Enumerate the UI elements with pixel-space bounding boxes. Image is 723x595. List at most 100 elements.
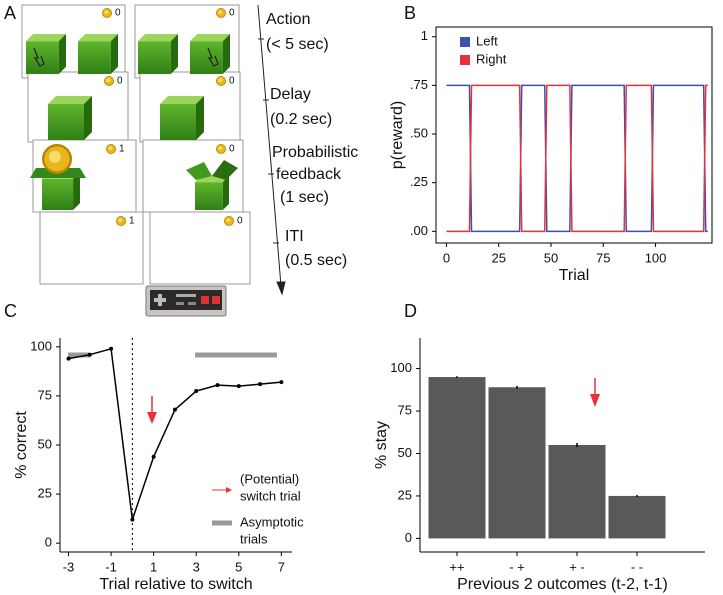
score: 0: [229, 8, 235, 19]
y-tick-label: .25: [410, 174, 428, 189]
step-label: (1 sec): [280, 189, 329, 206]
y-tick-label: 75: [398, 402, 412, 417]
x-axis-label: Trial relative to switch: [99, 576, 252, 593]
gamepad: [145, 285, 227, 317]
x-tick-label: + -: [569, 559, 585, 574]
timeline: [257, 4, 286, 296]
coin: [216, 8, 226, 18]
data-point: [66, 356, 71, 361]
score: 1: [119, 144, 125, 155]
x-tick-label: - +: [509, 559, 525, 574]
x-tick-label: - -: [631, 559, 643, 574]
x-tick-label: 75: [596, 250, 610, 265]
y-axis-label: p(reward): [389, 101, 406, 169]
legend-label: switch trial: [240, 488, 301, 503]
score: 0: [117, 76, 123, 87]
y-tick-label: 25: [38, 486, 52, 501]
y-tick-label: .75: [410, 77, 428, 92]
panel-letter: D: [404, 301, 417, 321]
y-tick-label: .00: [410, 223, 428, 238]
step-label: (0.2 sec): [270, 111, 332, 128]
cube: [78, 34, 118, 74]
open-box: [195, 176, 229, 210]
coin: [216, 76, 226, 86]
step-label: (0.5 sec): [285, 252, 347, 269]
legend-label: trials: [240, 531, 268, 546]
data-point: [172, 407, 177, 412]
y-tick-label: 1: [421, 28, 428, 43]
screen: [39, 211, 144, 285]
panel-letter: B: [404, 3, 416, 23]
y-axis-label: % correct: [13, 411, 30, 479]
screen: [149, 211, 251, 285]
x-tick-label: 1: [150, 559, 157, 574]
arrow-head: [276, 281, 286, 296]
data-point: [258, 382, 263, 387]
bar: [548, 445, 606, 539]
x-tick-label: 3: [193, 559, 200, 574]
coin: [102, 8, 112, 18]
step-label: ITI: [285, 228, 304, 245]
legend-swatch: [460, 55, 470, 65]
step-label: Probabilistic: [272, 144, 358, 161]
data-point: [151, 454, 156, 459]
coin: [216, 144, 226, 154]
hand-icon: [33, 47, 45, 67]
step-label: feedback: [276, 166, 342, 183]
x-tick-label: 25: [491, 250, 505, 265]
panel-letter: A: [4, 3, 16, 23]
step-label: (< 5 sec): [266, 36, 329, 53]
x-tick-label: -1: [105, 559, 117, 574]
legend-label: (Potential): [240, 471, 299, 486]
data-point: [279, 380, 284, 385]
y-tick-label: 100: [390, 360, 412, 375]
y-tick-label: 0: [45, 535, 52, 550]
step-label: Action: [266, 11, 310, 28]
y-axis-label: % stay: [373, 421, 390, 469]
box-flap: [212, 160, 238, 180]
bar: [488, 387, 546, 539]
y-tick-label: 0: [405, 530, 412, 545]
plot-frame: [435, 26, 713, 244]
step-label: Delay: [270, 86, 311, 103]
legend-label: Right: [476, 51, 507, 66]
data-point: [194, 389, 199, 394]
switch-arrow-head: [590, 394, 600, 407]
x-tick-label: 100: [645, 250, 667, 265]
data-point: [87, 352, 92, 357]
coin: [224, 216, 234, 226]
scores: 0 0 0 0 1 0 1 0: [115, 8, 243, 227]
x-tick-label: 7: [278, 559, 285, 574]
x-tick-label: 5: [235, 559, 242, 574]
legend-arrow-head: [226, 487, 232, 493]
x-tick-label: 0: [443, 250, 450, 265]
data-point: [109, 346, 114, 351]
x-axis-label: Previous 2 outcomes (t-2, t-1): [457, 576, 668, 593]
y-tick-label: 50: [38, 436, 52, 451]
legend-swatch: [460, 37, 470, 47]
coin: [106, 144, 116, 154]
data-line: [446, 84, 708, 233]
y-tick-label: 25: [398, 487, 412, 502]
hand-icon: [207, 47, 219, 67]
score: 0: [115, 8, 121, 19]
score: 0: [237, 216, 243, 227]
bar: [428, 377, 486, 539]
cube: [48, 96, 92, 140]
score: 1: [129, 216, 135, 227]
y-tick-label: 50: [398, 445, 412, 460]
panel-letter: C: [4, 301, 17, 321]
cube: [160, 96, 204, 140]
y-tick-label: 75: [38, 387, 52, 402]
coin: [116, 216, 126, 226]
x-tick-label: 50: [544, 250, 558, 265]
box-flap: [186, 162, 212, 180]
cube: [26, 34, 66, 74]
x-tick-label: ++: [449, 559, 464, 574]
coin: [104, 76, 114, 86]
big-coin: [42, 144, 72, 174]
data-point: [215, 383, 220, 388]
time-arrow: [257, 4, 282, 287]
legend-label: Left: [476, 33, 498, 48]
